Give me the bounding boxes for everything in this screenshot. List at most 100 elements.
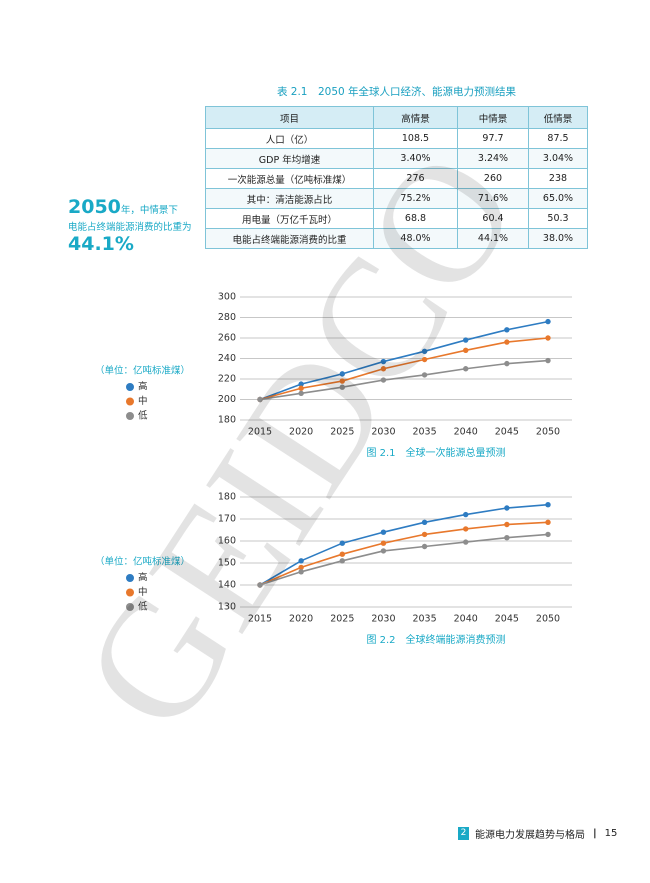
table-header-row: 项目 高情景 中情景 低情景 [205,106,588,129]
x-tick-label: 2030 [371,614,395,625]
series-line [259,337,549,401]
x-tick-label: 2020 [289,427,313,438]
data-point [545,335,551,341]
page-number: 15 [604,828,618,839]
data-point [463,539,469,545]
y-tick-label: 240 [218,353,236,364]
y-tick-label: 130 [218,602,236,613]
header-cell: 项目 [205,106,374,129]
legend-marker [126,412,134,420]
series-line [259,503,549,586]
data-point [339,551,345,557]
table-cell: 其中：清洁能源占比 [205,188,374,209]
data-point [339,378,345,384]
table-cell: 38.0% [528,228,588,249]
x-tick-label: 2050 [536,614,560,625]
x-tick-label: 2015 [248,427,272,438]
legend-marker [126,574,134,582]
table-cell: 3.04% [528,148,588,169]
legend-label: 低 [138,601,148,613]
x-tick-label: 2025 [330,614,354,625]
footer-section: 能源电力发展趋势与格局 [475,830,585,841]
data-point [421,519,428,525]
data-point [545,519,551,525]
data-point [545,502,551,508]
x-tick-label: 2045 [495,614,519,625]
sidebar-value: 44.1% [68,233,134,255]
data-point [504,521,510,528]
data-point [504,360,510,367]
table-row: GDP 年均增速 3.40% 3.24% 3.04% [205,148,588,169]
data-point [421,356,428,363]
x-tick-label: 2035 [412,614,436,625]
series-line [259,533,549,586]
table-row: 用电量（万亿千瓦时） 68.8 60.4 50.3 [205,208,588,229]
data-point [380,366,387,372]
table-row: 其中：清洁能源占比 75.2% 71.6% 65.0% [205,188,588,209]
data-point [545,357,551,364]
y-tick-label: 200 [218,394,236,405]
data-point [504,535,510,541]
footer: 2 能源电力发展趋势与格局 | 15 [458,826,617,841]
y-tick-label: 180 [218,415,236,426]
chart-title: 图 2.1 全球一次能源总量预测 [366,446,505,459]
data-point [504,505,510,511]
y-tick-label: 150 [218,558,236,569]
sidebar: 2050年，中情景下 电能占终端能源消费的比重为 44.1% [68,196,192,255]
y-tick-label: 170 [218,514,236,525]
data-point [380,540,387,546]
x-tick-label: 2040 [454,614,478,625]
data-point [298,564,304,571]
data-point [298,385,304,391]
data-point [545,531,551,538]
table-title: 表 2.1 2050 年全球人口经济、能源电力预测结果 [276,86,517,98]
table-cell: GDP 年均增速 [205,148,374,169]
legend-marker [126,383,134,391]
table-cell: 电能占终端能源消费的比重 [205,228,374,249]
legend-label: 低 [138,410,148,422]
legend-marker [126,397,134,406]
data-point [298,558,304,564]
sidebar-text: 电能占终端能源消费的比重为 [68,222,192,233]
data-point [339,371,345,377]
data-point [463,366,469,372]
data-point [339,558,345,564]
x-tick-label: 2020 [289,614,313,625]
data-point [257,582,263,588]
series-line [259,320,549,401]
data-point [504,327,510,333]
x-tick-label: 2025 [330,427,354,438]
table-cell: 3.40% [373,148,458,169]
legend-label: 中 [138,586,148,598]
y-tick-label: 260 [218,333,236,344]
data-point [380,358,387,365]
data-point [545,318,551,325]
data-point [380,548,387,554]
footer-separator: | [593,828,597,839]
table-cell: 75.2% [373,188,458,209]
y-tick-label: 300 [218,292,236,303]
sidebar-year: 2050 [68,196,121,218]
y-tick-label: 180 [218,492,236,503]
legend-title: （单位：亿吨标准煤） [95,365,190,377]
data-point [463,526,469,532]
data-point [298,381,304,387]
y-tick-label: 160 [218,536,236,547]
legend-marker [126,603,134,611]
legend-label: 高 [138,381,148,393]
x-tick-label: 2015 [248,614,272,625]
series-line [259,359,549,401]
x-tick-label: 2040 [454,427,478,438]
data-point [421,348,428,355]
data-point [257,396,263,403]
data-point [298,569,304,575]
sidebar-text: 年，中情景下 [120,205,178,216]
data-point [504,339,510,345]
data-point [339,384,345,390]
table-cell: 71.6% [457,188,529,209]
table-cell: 48.0% [373,228,458,249]
data-point [380,377,387,383]
table-cell: 44.1% [457,228,529,249]
